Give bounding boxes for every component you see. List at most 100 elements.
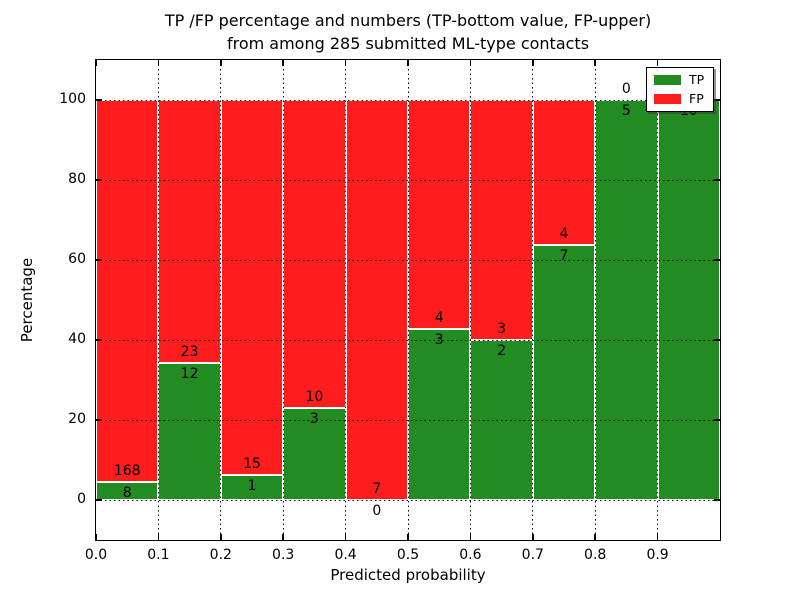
bar-segment-fp: [96, 100, 159, 482]
legend-swatch-tp-icon: [654, 75, 681, 85]
x-tick-mark: [469, 534, 472, 540]
y-tick-label: 80: [68, 171, 86, 187]
gridline-vertical: [345, 60, 347, 540]
legend-item-tp: TP: [654, 72, 706, 87]
chart-title-line2: from among 285 submitted ML-type contact…: [226, 34, 590, 54]
x-tick-label: 0.8: [584, 547, 607, 563]
legend-label-fp: FP: [689, 91, 704, 106]
x-tick-mark: [407, 534, 409, 540]
gridline-vertical: [282, 60, 284, 540]
x-tick-label: 0.3: [272, 547, 295, 563]
y-tick-label: 20: [68, 411, 86, 427]
y-tick-mark: [96, 419, 102, 421]
y-tick-mark-right: [714, 99, 720, 101]
x-tick-label: 0.1: [147, 547, 170, 563]
tp-count-label: 8: [122, 484, 132, 501]
x-tick-label: 0.4: [334, 547, 357, 563]
x-tick-mark-top: [157, 60, 160, 66]
gridline-horizontal: [96, 419, 720, 421]
gridline-horizontal: [96, 179, 720, 181]
x-tick-mark-top: [282, 60, 284, 66]
y-tick-mark-right: [714, 179, 720, 181]
bar-segment-tp: [96, 481, 159, 500]
tp-count-label: 12: [180, 365, 199, 382]
y-tick-mark-right: [714, 419, 720, 421]
x-tick-mark-top: [656, 60, 659, 66]
y-tick-mark-right: [714, 339, 720, 341]
x-tick-mark: [157, 534, 160, 540]
tp-count-label: 3: [309, 410, 319, 427]
fp-count-label: 4: [434, 309, 444, 326]
tp-count-label: 2: [497, 343, 507, 359]
bar-segment-tp: [408, 328, 471, 500]
bar-segment-tp: [657, 100, 720, 500]
y-tick-label: 0: [77, 491, 86, 507]
y-tick-mark: [96, 179, 102, 181]
y-tick-mark: [96, 339, 102, 341]
chart-title: TP /FP percentage and numbers (TP-bottom…: [96, 9, 720, 55]
x-tick-label: 0.9: [646, 547, 669, 563]
x-tick-mark: [220, 534, 222, 540]
tp-count-label: 5: [621, 103, 631, 119]
x-tick-mark: [95, 534, 97, 540]
x-tick-mark-top: [469, 60, 472, 66]
x-tick-mark-top: [594, 60, 596, 66]
y-tick-mark-right: [714, 499, 720, 501]
fp-count-label: 168: [113, 462, 141, 479]
legend-label-tp: TP: [689, 72, 705, 87]
y-tick-mark: [96, 259, 102, 261]
fp-count-label: 15: [243, 456, 261, 472]
bar-segment-fp: [345, 100, 408, 500]
legend: TP FP: [646, 67, 714, 112]
tp-count-label: 7: [559, 248, 569, 265]
y-tick-mark-right: [714, 259, 720, 261]
x-tick-mark-top: [532, 60, 534, 66]
y-tick-label: 40: [68, 331, 86, 347]
bar-segment-fp: [158, 100, 221, 363]
gridline-vertical: [657, 60, 659, 540]
legend-swatch-fp-icon: [654, 94, 681, 104]
gridline-vertical: [407, 60, 409, 540]
x-tick-mark-top: [344, 60, 347, 66]
bar-segment-tp: [283, 407, 346, 500]
x-tick-label: 0.6: [459, 547, 482, 563]
gridline-horizontal: [96, 259, 720, 261]
gridline-vertical: [532, 60, 534, 540]
bar-segment-fp: [283, 100, 346, 408]
bar-segment-tp: [532, 245, 596, 500]
tp-count-label: 0: [372, 503, 382, 519]
y-tick-mark: [96, 99, 102, 101]
x-tick-label: 0.7: [521, 547, 544, 563]
x-tick-mark: [594, 534, 596, 540]
x-tick-mark: [656, 534, 659, 540]
bar-segment-tp: [158, 362, 221, 500]
bar-segment-fp: [532, 100, 596, 246]
fp-count-label: 7: [372, 481, 382, 497]
bar-segment-fp: [220, 100, 284, 475]
gridline-vertical: [220, 60, 222, 540]
x-tick-mark-top: [407, 60, 409, 66]
x-axis-label: Predicted probability: [330, 566, 486, 584]
x-tick-mark: [532, 534, 534, 540]
fp-count-label: 3: [497, 321, 507, 337]
gridline-horizontal: [96, 499, 720, 501]
y-tick-mark: [96, 499, 102, 501]
bar-segment-tp: [595, 100, 658, 500]
x-tick-mark-top: [220, 60, 222, 66]
gridline-vertical: [594, 60, 596, 540]
x-tick-mark: [344, 534, 347, 540]
x-tick-label: 0.2: [209, 547, 232, 563]
x-tick-mark-top: [95, 60, 97, 66]
fp-count-label: 23: [180, 343, 199, 360]
y-tick-label: 60: [68, 251, 86, 267]
y-tick-label: 100: [59, 91, 86, 107]
y-axis-label: Percentage: [18, 257, 36, 343]
gridline-horizontal: [96, 99, 720, 101]
fp-count-label: 4: [559, 226, 569, 243]
gridline-horizontal: [96, 339, 720, 341]
bar-segment-fp: [408, 100, 471, 329]
x-tick-label: 0.5: [396, 547, 420, 563]
x-tick-label: 0.0: [84, 547, 108, 563]
fp-count-label: 0: [621, 81, 631, 97]
